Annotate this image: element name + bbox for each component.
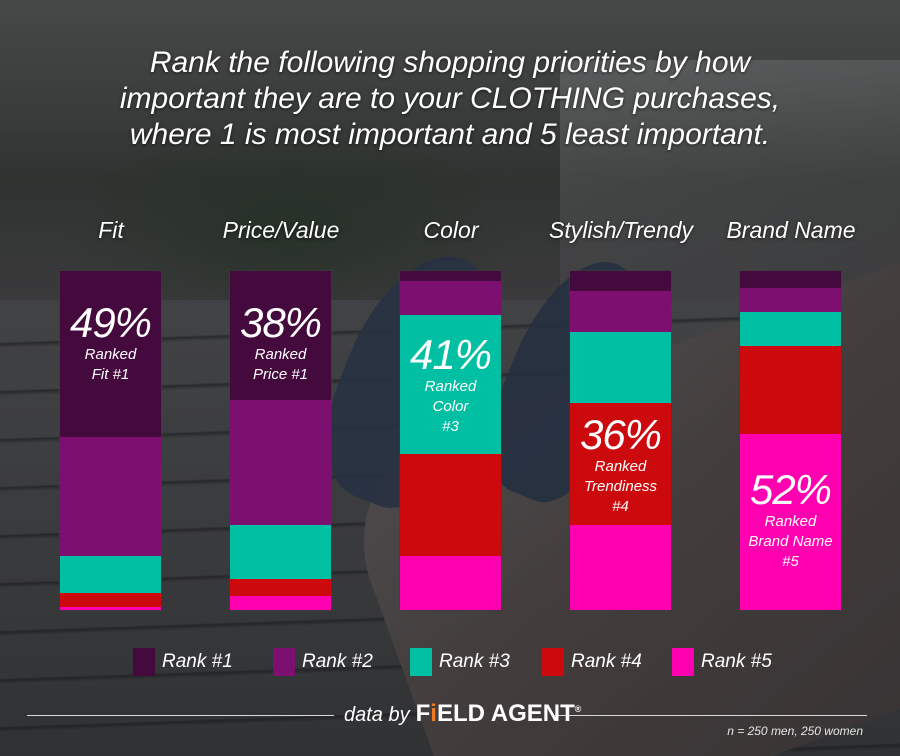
segment-rank-5: [230, 596, 331, 610]
callout-text-line-2: Color: [432, 398, 469, 416]
bar-price-value: 38% Ranked Price #1: [230, 271, 331, 610]
segment-rank-2: [230, 399, 331, 526]
segment-rank-5: 52% Ranked Brand Name #5: [740, 433, 841, 610]
bar-brand-name: 52% Ranked Brand Name #5: [740, 271, 841, 610]
legend-swatch-rank-3: [410, 648, 432, 676]
title-line-2: important they are to your CLOTHING purc…: [119, 82, 781, 115]
callout-text-line-3: #4: [612, 498, 629, 516]
logo-f: F: [415, 700, 431, 727]
category-label-brand-name: Brand Name: [726, 217, 856, 243]
registered-mark: ®: [574, 704, 582, 714]
footer-divider-right: [555, 715, 867, 716]
segment-rank-4: [60, 593, 161, 607]
callout-text-line-1: Ranked: [424, 378, 477, 396]
callout-percentage: 36%: [579, 411, 662, 459]
segment-rank-4: [400, 454, 501, 556]
legend-label: Rank #3: [439, 651, 510, 672]
callout-text-line-1: Ranked: [84, 346, 137, 363]
callout-text-line-1: Ranked: [764, 512, 817, 530]
title-line-1: Rank the following shopping priorities b…: [149, 46, 751, 79]
segment-rank-2: [740, 287, 841, 312]
legend-item-rank-2: Rank #2: [273, 648, 373, 676]
legend: Rank #1 Rank #2 Rank #3 Rank #4 Rank #5: [133, 648, 793, 678]
segment-callout: 49% Ranked Fit #1: [60, 301, 161, 385]
segment-callout: 52% Ranked Brand Name #5: [740, 465, 841, 572]
callout-percentage: 52%: [749, 465, 832, 513]
callout-text-line-1: Ranked: [254, 346, 307, 363]
segment-rank-1: [740, 271, 841, 288]
legend-swatch-rank-2: [273, 648, 295, 676]
callout-text-line-2: Fit #1: [91, 366, 130, 383]
segment-rank-1: [570, 271, 671, 292]
footer-brand: data by FiELD AGENT®: [344, 700, 581, 728]
segment-rank-4: [230, 579, 331, 597]
callout-text-line-3: #3: [442, 418, 459, 436]
callout-percentage: 49%: [69, 299, 152, 346]
callout-text-line-1: Ranked: [594, 458, 647, 476]
category-label-color: Color: [423, 217, 479, 243]
segment-rank-5: [60, 606, 161, 610]
legend-item-rank-4: Rank #4: [542, 648, 642, 676]
segment-rank-2: [400, 281, 501, 316]
legend-item-rank-3: Rank #3: [410, 648, 510, 676]
callout-percentage: 41%: [409, 331, 492, 379]
footer-divider-left: [27, 715, 334, 716]
category-label-price-value: Price/Value: [222, 217, 340, 243]
segment-rank-5: [400, 555, 501, 610]
segment-rank-3: 41% Ranked Color #3: [400, 315, 501, 455]
chart-title: Rank the following shopping priorities b…: [60, 45, 840, 153]
legend-item-rank-5: Rank #5: [672, 648, 772, 676]
legend-swatch-rank-5: [672, 648, 694, 676]
segment-rank-1: [400, 271, 501, 282]
bar-color: 41% Ranked Color #3: [400, 271, 501, 610]
sample-size-note: n = 250 men, 250 women: [727, 724, 863, 738]
legend-swatch-rank-1: [133, 648, 155, 676]
segment-rank-1: 49% Ranked Fit #1: [60, 271, 161, 438]
logo-i-accent: i: [430, 700, 437, 727]
legend-swatch-rank-4: [542, 648, 564, 676]
segment-callout: 38% Ranked Price #1: [230, 301, 331, 385]
legend-label: Rank #1: [162, 651, 233, 672]
segment-rank-2: [60, 437, 161, 556]
callout-text-line-2: Price #1: [252, 366, 309, 383]
segment-rank-3: [740, 311, 841, 346]
callout-text-line-3: #5: [782, 552, 799, 570]
logo-rest: ELD AGENT: [436, 700, 575, 727]
category-label-stylish-trendy: Stylish/Trendy: [548, 217, 693, 243]
segment-rank-3: [230, 525, 331, 580]
field-agent-logo: FiELD AGENT®: [416, 700, 582, 728]
segment-rank-1: 38% Ranked Price #1: [230, 271, 331, 400]
segment-rank-3: [60, 555, 161, 594]
segment-callout: 41% Ranked Color #3: [400, 333, 501, 437]
segment-rank-4: 36% Ranked Trendiness #4: [570, 403, 671, 526]
legend-item-rank-1: Rank #1: [133, 648, 233, 676]
legend-label: Rank #2: [302, 651, 373, 672]
legend-label: Rank #5: [701, 651, 772, 672]
title-line-3: where 1 is most important and 5 least im…: [129, 118, 771, 151]
segment-rank-2: [570, 291, 671, 332]
segment-rank-5: [570, 525, 671, 610]
data-by-text: data by: [344, 704, 410, 726]
legend-label: Rank #4: [571, 651, 642, 672]
segment-rank-4: [740, 345, 841, 434]
bar-fit: 49% Ranked Fit #1: [60, 271, 161, 610]
segment-callout: 36% Ranked Trendiness #4: [570, 413, 671, 517]
callout-text-line-2: Brand Name: [748, 532, 833, 550]
bar-stylish-trendy: 36% Ranked Trendiness #4: [570, 271, 671, 610]
callout-text-line-2: Trendiness: [583, 478, 658, 496]
callout-percentage: 38%: [239, 299, 322, 346]
category-label-fit: Fit: [98, 217, 124, 243]
segment-rank-3: [570, 332, 671, 404]
